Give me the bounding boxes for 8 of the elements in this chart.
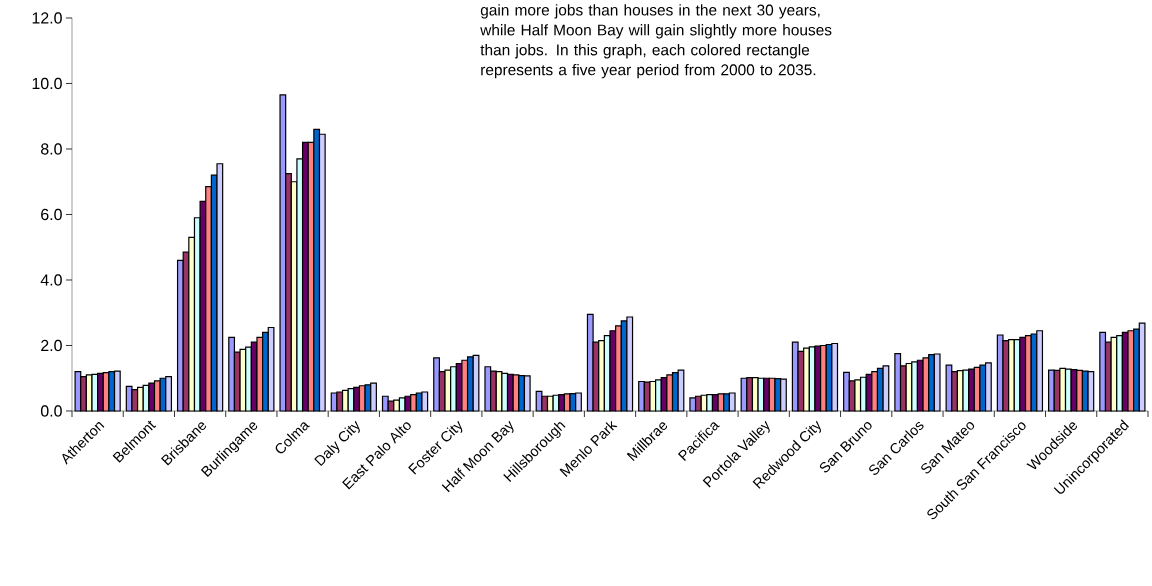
y-tick-label: 8.0	[41, 143, 62, 155]
y-tick-label: 6.0	[41, 208, 62, 221]
y-tick-label: 10.0	[32, 77, 62, 90]
annotation: gain more jobs than houses in the next 30 years, while Half Moon Bay will gain slightly more houses than jobs. In this graph, each colored rectangle represents a five year period from 2000 to 2035.	[480, 4, 832, 79]
y-tick-label: 2.0	[41, 339, 62, 352]
y-tick-label: 0.0	[40, 405, 62, 417]
y-tick-label: 4.0	[40, 274, 62, 286]
y-tick-label: 12.0	[32, 12, 62, 24]
